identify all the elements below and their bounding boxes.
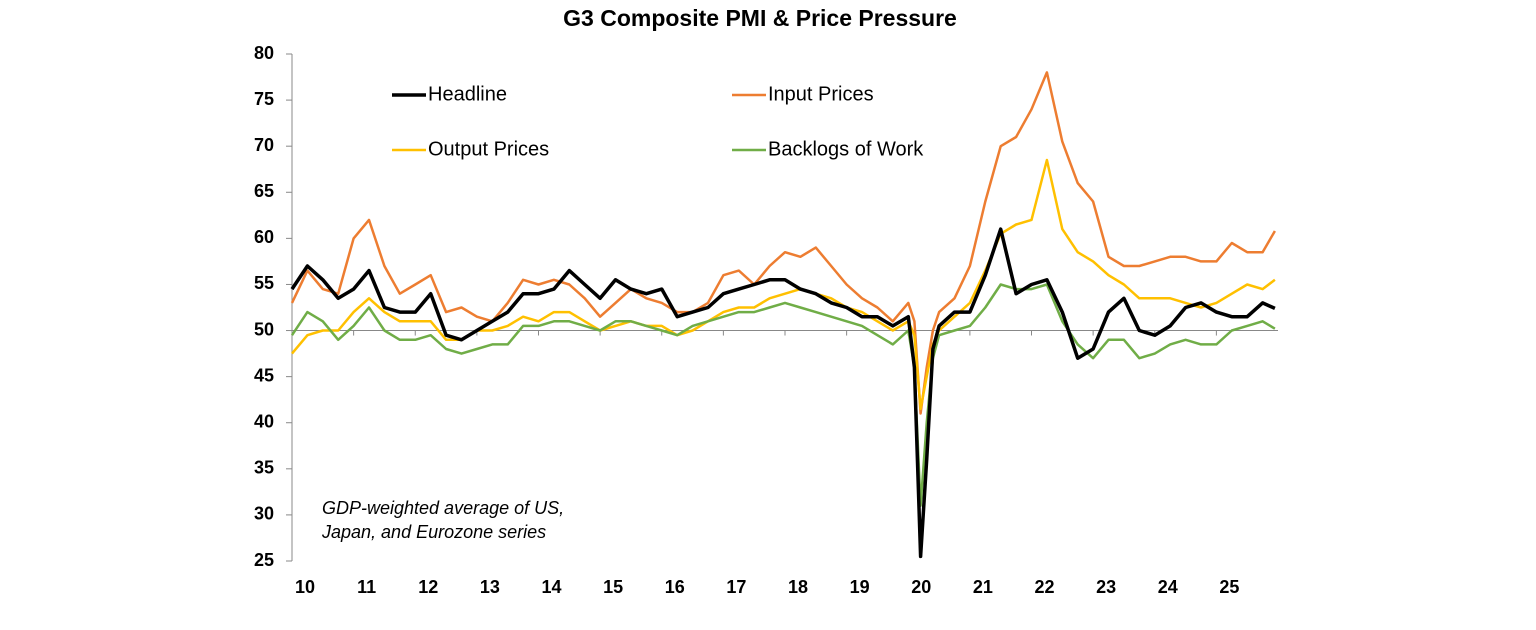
x-tick-label: 15	[603, 577, 623, 597]
series-line	[290, 71, 1276, 415]
x-tick-label: 22	[1034, 577, 1054, 597]
y-tick-label: 40	[254, 411, 274, 431]
legend-label: Input Prices	[768, 83, 874, 105]
y-tick-label: 35	[254, 458, 274, 478]
x-tick-label: 16	[665, 577, 685, 597]
chart-title: G3 Composite PMI & Price Pressure	[563, 5, 957, 31]
x-tick-label: 24	[1158, 577, 1178, 597]
x-tick-label: 19	[850, 577, 870, 597]
y-tick-label: 70	[254, 135, 274, 155]
legend-label: Headline	[428, 83, 507, 105]
y-tick-label: 45	[254, 365, 274, 385]
x-tick-label: 23	[1096, 577, 1116, 597]
y-tick-label: 80	[254, 43, 274, 63]
x-tick-label: 21	[973, 577, 993, 597]
x-tick-label: 20	[911, 577, 931, 597]
y-tick-label: 65	[254, 181, 274, 201]
x-tick-label: 10	[295, 577, 315, 597]
legend-label: Output Prices	[428, 138, 549, 160]
x-tick-label: 17	[726, 577, 746, 597]
x-tick-label: 25	[1219, 577, 1239, 597]
y-tick-label: 75	[254, 89, 274, 109]
x-tick-label: 12	[418, 577, 438, 597]
x-tick-label: 11	[357, 577, 376, 597]
annotation: GDP-weighted average of US,	[322, 498, 564, 518]
x-tick-label: 13	[480, 577, 500, 597]
y-tick-label: 25	[254, 550, 274, 570]
annotation: Japan, and Eurozone series	[321, 522, 546, 542]
legend-label: Backlogs of Work	[768, 138, 924, 160]
y-tick-label: 60	[254, 227, 274, 247]
y-tick-label: 50	[254, 319, 274, 339]
x-tick-label: 18	[788, 577, 808, 597]
series-line	[290, 227, 1276, 559]
y-tick-label: 30	[254, 504, 274, 524]
series-line	[290, 283, 1276, 507]
y-tick-label: 55	[254, 273, 274, 293]
x-tick-label: 14	[541, 577, 561, 597]
